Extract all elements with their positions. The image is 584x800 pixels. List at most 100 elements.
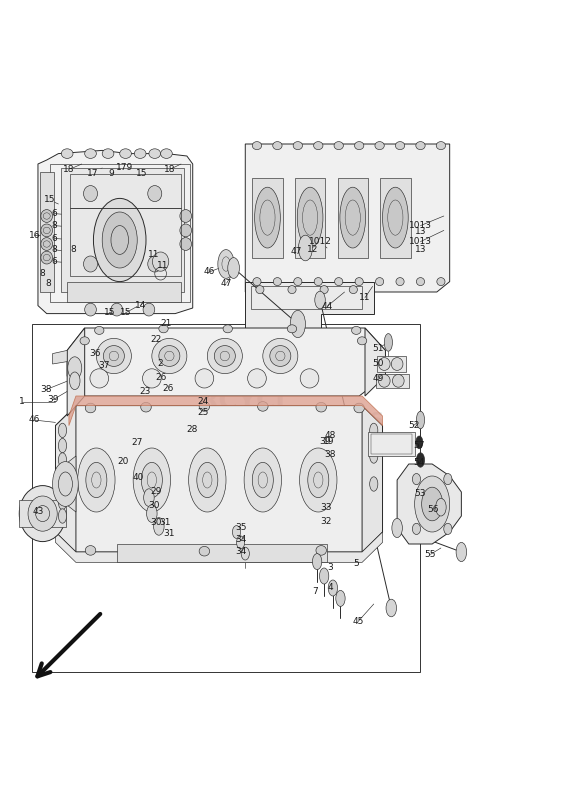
- Ellipse shape: [252, 462, 273, 498]
- Ellipse shape: [378, 374, 390, 387]
- Ellipse shape: [133, 448, 171, 512]
- Ellipse shape: [314, 278, 322, 286]
- Ellipse shape: [258, 402, 268, 411]
- Polygon shape: [67, 328, 85, 416]
- Ellipse shape: [159, 325, 168, 333]
- Text: 53: 53: [415, 489, 426, 498]
- Ellipse shape: [263, 338, 298, 374]
- Ellipse shape: [80, 337, 89, 345]
- Text: 2: 2: [158, 359, 164, 369]
- Ellipse shape: [336, 590, 345, 606]
- Ellipse shape: [412, 474, 420, 485]
- Text: 14: 14: [134, 301, 146, 310]
- Ellipse shape: [69, 372, 80, 390]
- Text: 34: 34: [235, 547, 247, 557]
- Ellipse shape: [416, 411, 425, 429]
- Text: 5: 5: [353, 559, 359, 569]
- Ellipse shape: [103, 346, 124, 366]
- Ellipse shape: [383, 187, 408, 248]
- Ellipse shape: [352, 326, 361, 334]
- Ellipse shape: [314, 142, 323, 150]
- Ellipse shape: [444, 523, 452, 534]
- Ellipse shape: [444, 474, 452, 485]
- Text: 30: 30: [151, 518, 162, 527]
- Ellipse shape: [19, 486, 66, 542]
- Ellipse shape: [111, 303, 123, 316]
- Ellipse shape: [320, 286, 328, 294]
- Ellipse shape: [273, 142, 282, 150]
- Text: 36: 36: [89, 349, 101, 358]
- Ellipse shape: [396, 278, 404, 286]
- Ellipse shape: [252, 142, 262, 150]
- Text: 25: 25: [197, 408, 209, 418]
- Ellipse shape: [149, 149, 161, 158]
- Text: 1013: 1013: [409, 221, 432, 230]
- Ellipse shape: [207, 338, 242, 374]
- Ellipse shape: [416, 142, 425, 150]
- Ellipse shape: [195, 369, 214, 388]
- Ellipse shape: [355, 278, 363, 286]
- Text: 20: 20: [117, 457, 128, 466]
- Text: 27: 27: [131, 438, 142, 447]
- Text: 16: 16: [29, 230, 40, 240]
- Ellipse shape: [293, 142, 303, 150]
- Text: 47: 47: [221, 278, 232, 288]
- Ellipse shape: [93, 198, 146, 282]
- Text: RCYCL: RCYCL: [199, 390, 292, 415]
- Bar: [338, 178, 368, 258]
- Text: 28: 28: [186, 425, 197, 434]
- Text: 43: 43: [32, 507, 44, 517]
- Text: 15: 15: [135, 169, 147, 178]
- Ellipse shape: [354, 142, 364, 150]
- Ellipse shape: [319, 568, 329, 584]
- Ellipse shape: [384, 334, 392, 351]
- Ellipse shape: [316, 402, 326, 412]
- Polygon shape: [55, 532, 383, 562]
- Text: 21: 21: [161, 319, 172, 329]
- Polygon shape: [69, 396, 383, 426]
- Ellipse shape: [370, 449, 378, 463]
- Ellipse shape: [395, 142, 405, 150]
- Ellipse shape: [53, 462, 78, 506]
- Ellipse shape: [312, 554, 322, 570]
- Ellipse shape: [189, 448, 226, 512]
- Ellipse shape: [84, 256, 98, 272]
- Ellipse shape: [96, 338, 131, 374]
- Ellipse shape: [197, 462, 218, 498]
- Ellipse shape: [180, 238, 192, 250]
- Text: 39: 39: [47, 395, 58, 405]
- Polygon shape: [55, 456, 76, 512]
- Ellipse shape: [161, 149, 172, 158]
- Ellipse shape: [148, 186, 162, 202]
- Ellipse shape: [335, 278, 343, 286]
- Text: 19: 19: [323, 437, 335, 446]
- Text: 46: 46: [203, 267, 215, 277]
- Text: 31: 31: [159, 518, 171, 527]
- Ellipse shape: [273, 278, 281, 286]
- Ellipse shape: [41, 224, 53, 237]
- Ellipse shape: [456, 542, 467, 562]
- Ellipse shape: [416, 436, 423, 449]
- Text: 11: 11: [359, 293, 371, 302]
- Text: 48: 48: [324, 431, 336, 441]
- Text: 13: 13: [415, 245, 426, 254]
- Text: 17: 17: [86, 169, 98, 178]
- Text: 34: 34: [235, 535, 247, 545]
- Ellipse shape: [210, 330, 280, 494]
- Ellipse shape: [152, 252, 169, 271]
- Ellipse shape: [199, 402, 210, 411]
- Ellipse shape: [436, 498, 446, 516]
- Ellipse shape: [416, 453, 425, 467]
- Text: 46: 46: [28, 415, 40, 425]
- Polygon shape: [397, 464, 461, 544]
- Ellipse shape: [436, 142, 446, 150]
- Ellipse shape: [41, 251, 53, 264]
- Polygon shape: [245, 144, 450, 292]
- Text: 8: 8: [70, 245, 76, 254]
- Ellipse shape: [58, 466, 67, 481]
- Text: 44: 44: [321, 302, 333, 311]
- Text: 11: 11: [148, 250, 159, 259]
- Ellipse shape: [28, 496, 57, 531]
- Ellipse shape: [437, 278, 445, 286]
- Polygon shape: [38, 150, 193, 314]
